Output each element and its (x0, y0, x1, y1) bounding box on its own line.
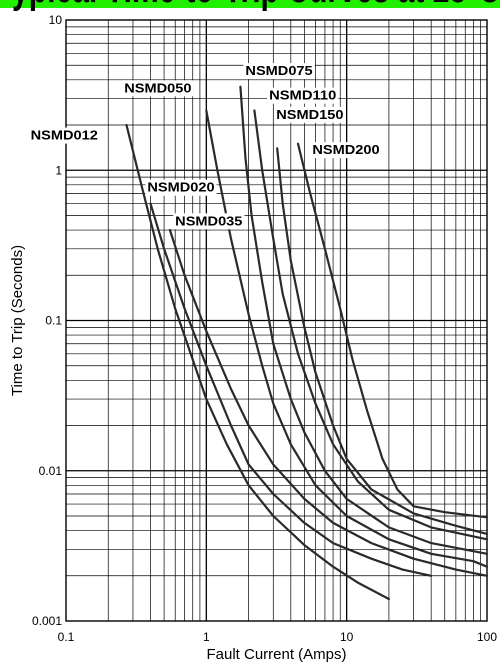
curve-label-bg-nsmd200 (310, 142, 382, 159)
y-tick-label: 0.01 (39, 464, 63, 478)
curve-label-nsmd035: NSMD035 (175, 213, 242, 228)
x-tick-label: 10 (340, 630, 354, 644)
y-tick-label: 1 (55, 163, 62, 177)
curve-label-nsmd200: NSMD200 (312, 142, 379, 157)
y-tick-label: 10 (49, 13, 63, 27)
x-tick-label: 100 (477, 630, 497, 644)
curve-label-nsmd150: NSMD150 (276, 107, 343, 122)
title-banner (0, 0, 500, 8)
curve-label-nsmd020: NSMD020 (147, 180, 214, 195)
x-axis-label: Fault Current (Amps) (206, 646, 346, 663)
curve-nsmd035 (168, 228, 489, 577)
curve-label-bg-nsmd012 (28, 127, 100, 144)
curve-label-nsmd110: NSMD110 (269, 88, 336, 103)
curve-label-bg-nsmd050 (122, 80, 194, 97)
curve-label-bg-nsmd150 (274, 106, 346, 123)
curve-label-bg-nsmd110 (267, 87, 339, 104)
curve-nsmd075 (239, 85, 489, 555)
curve-nsmd012 (125, 123, 390, 601)
x-tick-label: 0.1 (58, 630, 75, 644)
curve-label-bg-nsmd035 (173, 213, 245, 230)
y-tick-label: 0.1 (45, 314, 62, 328)
plot-frame (65, 19, 488, 622)
curve-label-bg-nsmd075 (243, 63, 315, 80)
curve-nsmd110 (253, 109, 489, 541)
curve-label-nsmd050: NSMD050 (124, 80, 191, 95)
curve-nsmd200 (296, 142, 489, 519)
curves (125, 85, 489, 601)
curve-labels: NSMD012 NSMD020 NSMD035 NSMD050 NSMD075 NSMD1… (28, 63, 382, 230)
x-tick-label: 1 (203, 630, 210, 644)
curve-nsmd050 (205, 109, 489, 568)
y-tick-label: 0.001 (32, 614, 62, 628)
title-banner-text: ypical Time-to-Trip Curves at 23°C (12, 0, 500, 12)
axis-ticks: 0.1 1 10 100 0.001 0.01 0.1 1 10 (32, 13, 497, 644)
curve-nsmd150 (276, 147, 489, 536)
curve-label-nsmd075: NSMD075 (245, 63, 312, 78)
curve-nsmd020 (149, 202, 433, 577)
curve-label-bg-nsmd020 (145, 179, 217, 196)
y-axis-label: Time to Trip (Seconds) (9, 245, 26, 396)
curve-label-nsmd012: NSMD012 (31, 128, 98, 143)
